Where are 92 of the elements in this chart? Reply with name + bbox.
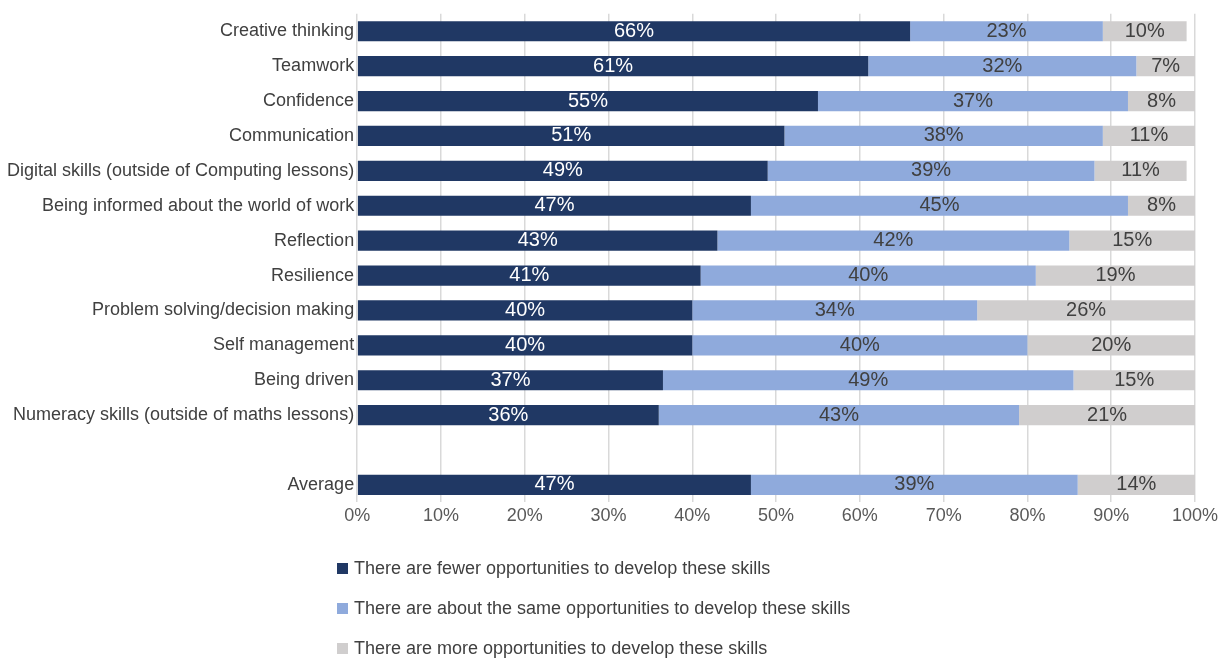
y-tick-label: Reflection xyxy=(274,229,355,250)
bar xyxy=(357,230,718,251)
data-label: 51% xyxy=(551,123,592,146)
data-label: 61% xyxy=(593,53,634,76)
data-label: 39% xyxy=(894,472,935,495)
y-tick-label: Creative thinking xyxy=(220,20,355,41)
bar xyxy=(357,90,818,112)
x-tick-label: 90% xyxy=(1093,505,1130,526)
data-label: 8% xyxy=(1147,88,1177,111)
data-label: 49% xyxy=(542,158,584,181)
x-tick-label: 20% xyxy=(506,505,543,526)
y-tick-label: Problem solving/decision making xyxy=(92,299,355,320)
data-label: 15% xyxy=(1114,367,1155,390)
data-label: 15% xyxy=(1112,228,1153,251)
y-tick-label: Being informed about the world of work xyxy=(41,194,356,215)
data-label: 19% xyxy=(1095,263,1136,286)
bar xyxy=(750,474,1078,496)
x-tick-label: 50% xyxy=(758,505,795,526)
bar xyxy=(910,21,1103,42)
data-label: 38% xyxy=(923,123,964,146)
y-tick-label: Self management xyxy=(213,334,355,355)
bar xyxy=(357,56,869,77)
data-label: 55% xyxy=(567,88,609,111)
bar xyxy=(357,300,693,321)
data-label: 43% xyxy=(818,402,860,425)
bar xyxy=(817,90,1128,112)
y-tick-label: Being driven xyxy=(254,369,355,390)
bar xyxy=(868,56,1137,77)
bar xyxy=(357,125,785,147)
bar xyxy=(357,474,751,496)
bar xyxy=(357,265,701,286)
bar xyxy=(692,335,1028,356)
bar xyxy=(717,230,1070,251)
legend-label: There are about the same opportunities to develop these skills xyxy=(354,597,851,619)
bar xyxy=(357,195,751,216)
y-tick-label: Confidence xyxy=(263,90,355,111)
data-label: 11% xyxy=(1129,123,1169,146)
bar xyxy=(357,405,659,426)
y-tick-label: Average xyxy=(287,473,355,494)
data-label: 10% xyxy=(1124,18,1165,41)
data-label: 34% xyxy=(814,297,855,320)
data-label: 49% xyxy=(848,367,889,390)
data-label: 26% xyxy=(1066,297,1107,320)
bar xyxy=(767,160,1095,181)
x-tick-label: 10% xyxy=(422,505,459,526)
x-tick-label: 40% xyxy=(674,505,711,526)
y-tick-label: Numeracy skills (outside of maths lessons) xyxy=(13,404,355,425)
bar xyxy=(692,300,978,321)
y-tick-label: Digital skills (outside of Computing lessons) xyxy=(6,159,355,180)
data-label: 41% xyxy=(509,263,550,286)
x-tick-label: 30% xyxy=(590,505,627,526)
data-label: 43% xyxy=(517,228,558,251)
data-label: 32% xyxy=(982,53,1023,76)
bar xyxy=(357,335,693,356)
data-label: 40% xyxy=(848,263,889,286)
data-label: 39% xyxy=(911,158,952,181)
data-label: 11% xyxy=(1121,158,1161,181)
data-label: 47% xyxy=(534,193,575,216)
x-tick-label: 0% xyxy=(344,505,371,526)
x-tick-label: 70% xyxy=(925,505,962,526)
legend-label: There are more opportunities to develop these skills xyxy=(354,637,768,658)
data-label: 7% xyxy=(1151,53,1181,76)
data-label: 40% xyxy=(839,332,881,355)
bar xyxy=(700,265,1036,286)
x-tick-label: 60% xyxy=(841,505,878,526)
y-tick-label: Resilience xyxy=(271,264,355,285)
data-label: 21% xyxy=(1087,402,1128,425)
data-label: 40% xyxy=(505,297,546,320)
x-tick-label: 80% xyxy=(1009,505,1046,526)
data-label: 40% xyxy=(505,332,546,355)
legend-label: There are fewer opportunities to develop these skills xyxy=(354,557,771,579)
y-tick-label: Teamwork xyxy=(272,55,356,76)
bar xyxy=(750,195,1128,216)
data-label: 23% xyxy=(986,18,1027,41)
data-label: 37% xyxy=(490,367,531,390)
data-label: 66% xyxy=(613,18,655,41)
bar xyxy=(658,405,1020,426)
bar xyxy=(357,160,768,181)
data-label: 36% xyxy=(488,402,529,425)
data-label: 20% xyxy=(1091,332,1132,355)
bar xyxy=(662,370,1074,391)
data-label: 14% xyxy=(1116,472,1157,495)
data-label: 8% xyxy=(1147,193,1177,216)
bar xyxy=(357,370,663,391)
data-label: 45% xyxy=(919,193,960,216)
x-tick-label: 100% xyxy=(1171,505,1219,526)
data-label: 37% xyxy=(952,88,994,111)
data-label: 47% xyxy=(534,472,575,495)
data-label: 42% xyxy=(873,228,914,251)
bar xyxy=(357,21,911,42)
bar xyxy=(784,125,1103,147)
y-tick-label: Communication xyxy=(229,124,355,145)
